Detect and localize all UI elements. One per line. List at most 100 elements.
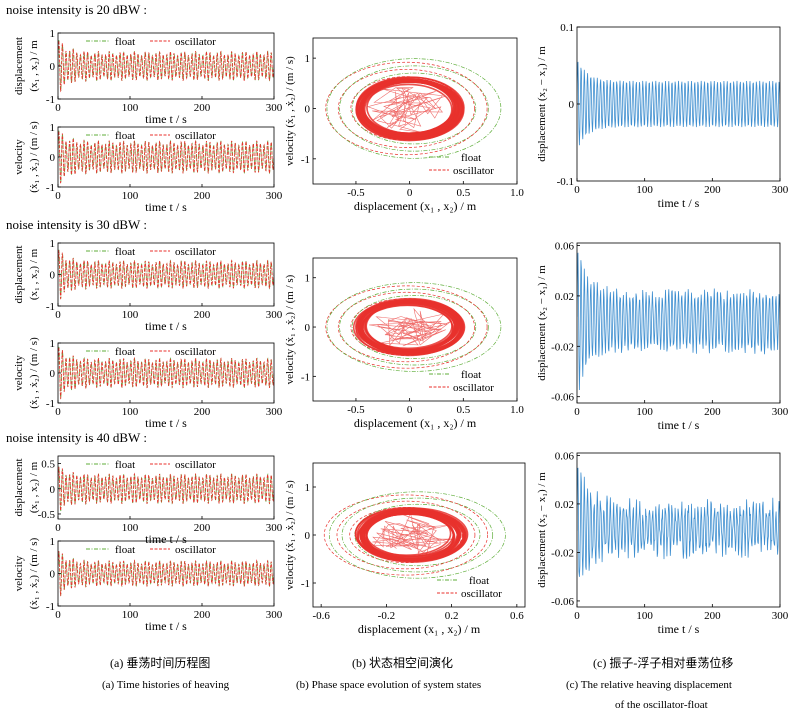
y-tick-label: 1 (50, 122, 56, 134)
y-tick-label: 0 (305, 103, 311, 115)
y-axis-title: (ẋ₁ , ẋ₂) / (m / s) (28, 537, 40, 609)
x-tick-label: 200 (194, 309, 211, 321)
plot-area (58, 40, 274, 93)
legend-oscillator-label: oscillator (453, 165, 494, 177)
legend-float-label: float (115, 544, 135, 556)
x-tick-label: 100 (122, 190, 139, 202)
y-tick-label: 0.02 (555, 499, 574, 511)
series-oscillator (337, 291, 475, 363)
x-tick-label: 200 (704, 184, 721, 196)
x-tick-label: 0 (55, 522, 61, 534)
y-tick-label: 1 (50, 536, 56, 548)
x-tick-label: 0.6 (510, 610, 524, 622)
x-axis-title: time t / s (658, 622, 700, 636)
series-float (351, 295, 477, 359)
plot-frame (312, 37, 518, 185)
y-tick-label: 1 (305, 482, 311, 494)
legend-oscillator-label: oscillator (175, 246, 216, 258)
plot-frame (576, 242, 781, 404)
plot-frame (576, 452, 781, 608)
y-tick-label: 1 (50, 238, 56, 250)
plot-area (577, 252, 780, 391)
series-oscillator (363, 302, 453, 350)
series-oscillator (369, 307, 452, 347)
legend-float-label: float (115, 459, 135, 471)
plot-area (58, 249, 274, 300)
y-tick-label: -0.1 (557, 176, 574, 188)
chart-b1: -0.5 0 0.5 1.0 -1 0 1 displacement (x₁ , x₂) / … (284, 37, 524, 213)
y-tick-label: 0 (305, 322, 311, 334)
series-oscillator (360, 81, 462, 140)
x-tick-label: 200 (194, 609, 211, 621)
x-tick-label: 1.0 (510, 404, 524, 416)
plot-area (58, 550, 274, 597)
noise-row-title-40: noise intensity is 40 dBW : (6, 430, 147, 445)
x-tick-label: 100 (636, 406, 653, 418)
series-oscillator (58, 131, 274, 184)
legend-float-label: float (461, 369, 481, 381)
series-oscillator (366, 87, 446, 133)
y-axis-title: velocity (ẋ₁ , ẋ₂) / (m / s) (284, 274, 296, 384)
x-tick-label: 0 (407, 187, 413, 199)
series-float (326, 58, 502, 159)
y-tick-label: 1 (305, 273, 311, 285)
caption-a-en: (a) Time histories of heaving (102, 679, 230, 691)
chart-c2: 0 100 200 300 -0.06 -0.02 0.02 0.06 time t / s di… (536, 241, 789, 432)
series-float (326, 282, 502, 372)
x-tick-label: 200 (194, 406, 211, 418)
legend-float-label: float (115, 130, 135, 142)
series-relative (577, 252, 780, 391)
y-tick-label: -0.06 (551, 392, 574, 404)
y-axis-title: velocity (13, 139, 25, 175)
y-axis-title: displacement (13, 245, 25, 303)
caption-b-cn: (b) 状态相空间演化 (352, 656, 453, 670)
x-tick-label: 300 (772, 610, 789, 622)
legend-float-label: float (115, 246, 135, 258)
x-tick-label: 0 (407, 404, 413, 416)
y-tick-label: 0 (50, 152, 56, 164)
caption-c-cn: (c) 振子-浮子相对垂荡位移 (593, 656, 734, 670)
y-axis-title: (x₁ , x₂) / m (28, 461, 40, 513)
chart-b2: -0.5 0 0.5 1.0 -1 0 1 displacement (x₁ , x₂) / … (284, 257, 524, 430)
x-tick-label: 0 (574, 184, 580, 196)
series-float (339, 65, 489, 152)
series-oscillator (58, 250, 274, 300)
x-axis-title: time t / s (145, 532, 187, 546)
y-tick-label: 0 (50, 368, 56, 380)
x-tick-label: 0 (574, 610, 580, 622)
x-tick-label: 100 (122, 522, 139, 534)
plot-area (58, 130, 274, 184)
y-tick-label: -0.02 (551, 341, 574, 353)
x-tick-label: -0.5 (347, 404, 365, 416)
caption-a-cn: (a) 垂荡时间历程图 (110, 656, 211, 670)
y-axis-title: velocity (ẋ₁ , ẋ₂) / (m / s) (284, 56, 296, 166)
x-tick-label: 0.5 (456, 187, 470, 199)
x-tick-label: 100 (122, 406, 139, 418)
x-tick-label: 0 (55, 609, 61, 621)
legend-oscillator-label: oscillator (175, 130, 216, 142)
x-tick-label: 0 (55, 406, 61, 418)
x-tick-label: 100 (636, 184, 653, 196)
noise-row-title-20: noise intensity is 20 dBW : (6, 2, 147, 17)
x-tick-label: 200 (704, 610, 721, 622)
x-axis-title: time t / s (145, 619, 187, 633)
x-axis-title: time t / s (145, 200, 187, 214)
noise-row-title-30: noise intensity is 30 dBW : (6, 217, 147, 232)
y-tick-label: -1 (301, 578, 310, 590)
y-tick-label: -0.02 (551, 547, 574, 559)
legend-oscillator-label: oscillator (461, 588, 502, 600)
plot-area (577, 61, 780, 146)
x-axis-title: time t / s (658, 196, 700, 210)
x-tick-label: 200 (194, 190, 211, 202)
legend-oscillator-label: oscillator (175, 544, 216, 556)
y-tick-label: -0.5 (38, 509, 56, 521)
x-axis-title: time t / s (145, 416, 187, 430)
series-float (341, 497, 494, 573)
x-tick-label: 300 (772, 406, 789, 418)
series-relative (577, 467, 780, 577)
